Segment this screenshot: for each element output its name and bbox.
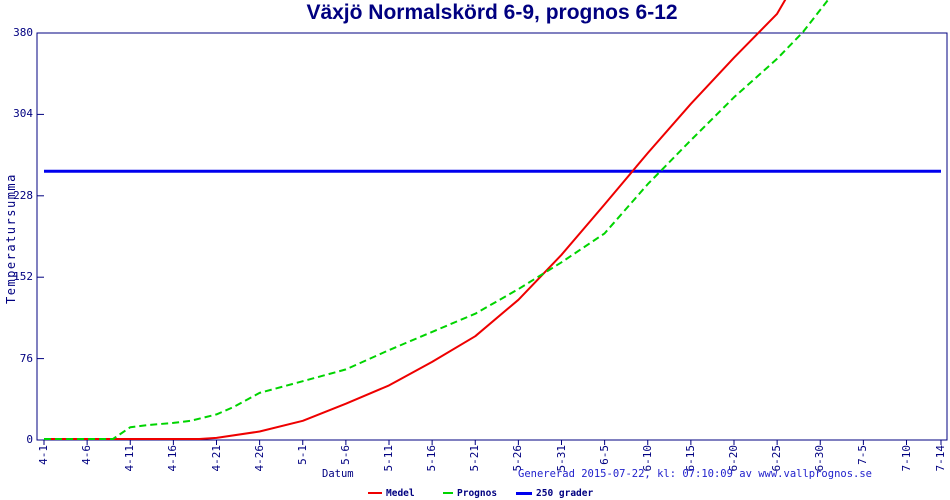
x-tick-label: 5-16 [425,445,439,472]
legend-line-swatch [516,491,532,495]
legend-label: Medel [386,487,415,499]
x-tick-label: 7-10 [899,445,913,472]
series-prognos-line [44,0,830,440]
x-tick-label: 4-6 [80,445,94,465]
chart-title: Växjö Normalskörd 6-9, prognos 6-12 [306,1,678,24]
legend-label: Prognos [457,487,498,499]
legend-item-medel: Medel [368,487,415,499]
legend-item-prognos: Prognos [443,487,497,499]
x-tick-label: 4-11 [123,445,137,472]
legend-item-250-grader: 250 grader [516,487,593,499]
x-tick-label: 6-5 [597,445,611,465]
y-tick-label: 380 [13,26,33,39]
x-tick-label: 4-26 [252,445,266,472]
legend-label: 250 grader [536,487,594,499]
x-tick-label: 4-1 [37,445,50,465]
x-tick-label: 7-14 [934,445,947,472]
x-tick-label: 5-21 [468,445,482,472]
x-tick-label: 7-5 [856,445,870,465]
generated-footer: Genererad 2015-07-22, kl: 07:10:09 av ww… [518,468,873,480]
legend-line-swatch [443,492,453,494]
plot-frame [36,32,948,441]
x-tick-label: 5-6 [338,445,352,465]
x-tick-label: 4-16 [166,445,180,472]
x-tick-label: 5-11 [382,445,395,472]
legend-line-swatch [368,492,382,494]
x-axis-title: Datum [322,468,354,480]
y-tick-label: 228 [13,188,33,202]
y-tick-label: 304 [13,107,33,121]
y-tick-label: 0 [26,433,33,446]
y-tick-label: 152 [13,270,33,284]
y-tick-label: 76 [19,351,33,365]
series-medel-line [44,0,787,440]
x-tick-label: 4-21 [209,445,223,472]
x-tick-label: 5-1 [295,445,309,465]
